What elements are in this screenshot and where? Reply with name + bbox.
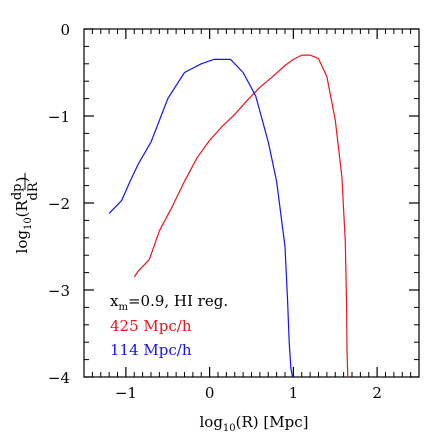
x-tick-label: 0 — [205, 384, 215, 402]
x-tick-label: 1 — [289, 384, 299, 402]
legend-header: xm=0.9, HI reg. — [110, 292, 228, 313]
y-tick-labels: 0 −1 −2 −3 −4 — [48, 21, 70, 387]
series-line-2 — [108, 58, 294, 378]
legend-entry-series-1: 425 Mpc/h — [110, 317, 192, 335]
y-tick-label: −3 — [48, 282, 70, 300]
legend: xm=0.9, HI reg. 425 Mpc/h 114 Mpc/h — [110, 292, 228, 359]
x-axis-label: log10(R) [Mpc] — [199, 413, 308, 434]
x-tick-label: −1 — [115, 384, 137, 402]
y-tick-label: −2 — [48, 195, 70, 213]
series-lines — [108, 54, 349, 378]
major-ticks — [84, 28, 419, 378]
y-tick-label: 0 — [60, 21, 70, 39]
minor-ticks — [83, 29, 420, 377]
legend-entry-series-2: 114 Mpc/h — [110, 341, 192, 359]
y-tick-label: −4 — [48, 369, 70, 387]
x-tick-labels: −1 0 1 2 — [115, 384, 382, 402]
series-line-1 — [133, 54, 349, 378]
x-tick-label: 2 — [372, 384, 382, 402]
y-tick-label: −1 — [48, 108, 70, 126]
